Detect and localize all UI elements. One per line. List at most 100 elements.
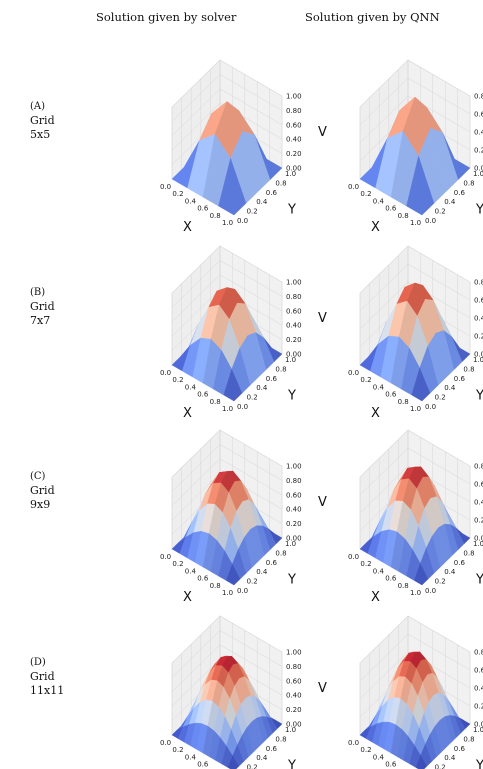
gridline xyxy=(219,260,283,297)
z-tick-label: 0.80 xyxy=(286,663,302,671)
gridline xyxy=(219,615,283,653)
z-tick-label: 0.80 xyxy=(286,107,302,115)
y-tick-label: 0.8 xyxy=(463,365,474,373)
gridline xyxy=(219,59,283,97)
x-tick-label: 0.6 xyxy=(197,575,209,583)
z-tick-label: 0.80 xyxy=(474,279,483,287)
row-tag: (C) xyxy=(30,471,46,482)
z-tick-label: 1.00 xyxy=(286,463,302,471)
y-tick-label: 0.2 xyxy=(435,208,446,216)
z-tick-label: 0.20 xyxy=(286,520,302,528)
z-tick-label: 0.60 xyxy=(286,307,302,315)
y-tick-label: 0.0 xyxy=(425,403,436,411)
z-axis-label: V xyxy=(318,681,327,696)
y-tick-label: 0.6 xyxy=(454,559,466,567)
x-axis-label: X xyxy=(371,590,380,605)
y-tick-label: 0.4 xyxy=(444,384,456,392)
x-axis-label: X xyxy=(183,590,192,605)
row-line2: 11x11 xyxy=(30,684,65,697)
z-tick-label: 0.40 xyxy=(474,499,483,507)
x-tick-label: 1.0 xyxy=(410,219,421,227)
gridline xyxy=(171,103,221,151)
x-tick-label: 0.6 xyxy=(385,391,397,399)
z-tick-label: 0.20 xyxy=(474,147,483,155)
x-tick-label: 0.6 xyxy=(197,205,209,213)
y-axis-label: Y xyxy=(475,203,483,218)
y-tick-label: 0.6 xyxy=(454,375,466,383)
row-tag: (D) xyxy=(30,657,46,668)
x-tick-label: 0.4 xyxy=(373,753,385,761)
gridline xyxy=(171,659,221,707)
y-tick-label: 0.0 xyxy=(425,217,436,225)
gridline xyxy=(219,630,283,667)
surface-patch xyxy=(414,562,429,586)
x-tick-label: 0.0 xyxy=(160,739,171,747)
z-tick-label: 0.80 xyxy=(474,649,483,657)
z-tick-label: 0.20 xyxy=(474,333,483,341)
row-line2: 7x7 xyxy=(30,314,51,327)
z-tick-label: 0.60 xyxy=(286,677,302,685)
x-tick-label: 0.4 xyxy=(185,197,197,205)
x-tick-label: 0.0 xyxy=(160,369,171,377)
y-tick-label: 0.6 xyxy=(266,559,278,567)
y-tick-label: 0.4 xyxy=(444,198,456,206)
x-tick-label: 0.2 xyxy=(360,746,371,754)
x-tick-label: 0.2 xyxy=(172,560,183,568)
x-tick-label: 0.8 xyxy=(210,582,221,590)
y-tick-label: 0.6 xyxy=(266,745,278,753)
x-tick-label: 0.4 xyxy=(185,383,197,391)
gridline xyxy=(219,245,283,283)
z-tick-label: 0.20 xyxy=(286,150,302,158)
x-tick-label: 1.0 xyxy=(222,589,233,597)
z-tick-label: 0.40 xyxy=(474,129,483,137)
surface-patch xyxy=(411,367,431,402)
y-tick-label: 1.0 xyxy=(285,540,296,548)
z-tick-label: 0.40 xyxy=(286,136,302,144)
y-tick-label: 0.2 xyxy=(247,578,258,586)
surface-plot-solver-11x11: 0.00.20.40.60.81.00.00.20.40.60.81.00.00… xyxy=(64,592,327,769)
gridline xyxy=(171,88,221,136)
gridline xyxy=(407,263,471,301)
y-tick-label: 1.0 xyxy=(473,356,483,364)
x-tick-label: 0.2 xyxy=(360,560,371,568)
surface-patch xyxy=(223,368,243,402)
gridline xyxy=(171,429,221,478)
x-tick-label: 1.0 xyxy=(222,219,233,227)
x-tick-label: 0.6 xyxy=(385,575,397,583)
z-tick-label: 0.20 xyxy=(286,336,302,344)
surface-svg: 0.00.20.40.60.81.00.00.20.40.60.81.00.00… xyxy=(160,615,327,769)
gridline xyxy=(171,245,221,294)
gridline xyxy=(359,59,409,108)
gridline xyxy=(171,615,221,664)
x-axis-label: X xyxy=(371,220,380,235)
gridline xyxy=(359,77,409,126)
z-tick-label: 0.20 xyxy=(474,517,483,525)
y-tick-label: 0.4 xyxy=(256,754,268,762)
y-tick-label: 0.0 xyxy=(425,587,436,595)
x-tick-label: 0.2 xyxy=(172,746,183,754)
surface-patch xyxy=(227,755,240,769)
y-tick-label: 0.8 xyxy=(275,549,286,557)
x-tick-label: 0.0 xyxy=(160,553,171,561)
z-tick-label: 0.00 xyxy=(474,721,483,729)
x-tick-label: 0.0 xyxy=(348,739,359,747)
x-tick-label: 1.0 xyxy=(410,405,421,413)
gridline xyxy=(359,95,409,144)
row-tag: (A) xyxy=(30,101,46,112)
y-tick-label: 0.8 xyxy=(463,549,474,557)
row-line1: Grid xyxy=(30,114,55,127)
y-tick-label: 1.0 xyxy=(285,726,296,734)
gridline xyxy=(407,59,471,97)
y-tick-label: 0.4 xyxy=(444,754,456,762)
x-tick-label: 0.4 xyxy=(373,567,385,575)
gridline xyxy=(219,274,283,312)
x-tick-label: 0.8 xyxy=(398,398,409,406)
y-tick-label: 0.2 xyxy=(247,764,258,769)
gridline xyxy=(171,289,221,337)
z-tick-label: 0.40 xyxy=(286,506,302,514)
gridline xyxy=(359,429,409,478)
row-label-d: (D) Grid 11x11 xyxy=(30,656,64,698)
gridline xyxy=(359,245,409,294)
